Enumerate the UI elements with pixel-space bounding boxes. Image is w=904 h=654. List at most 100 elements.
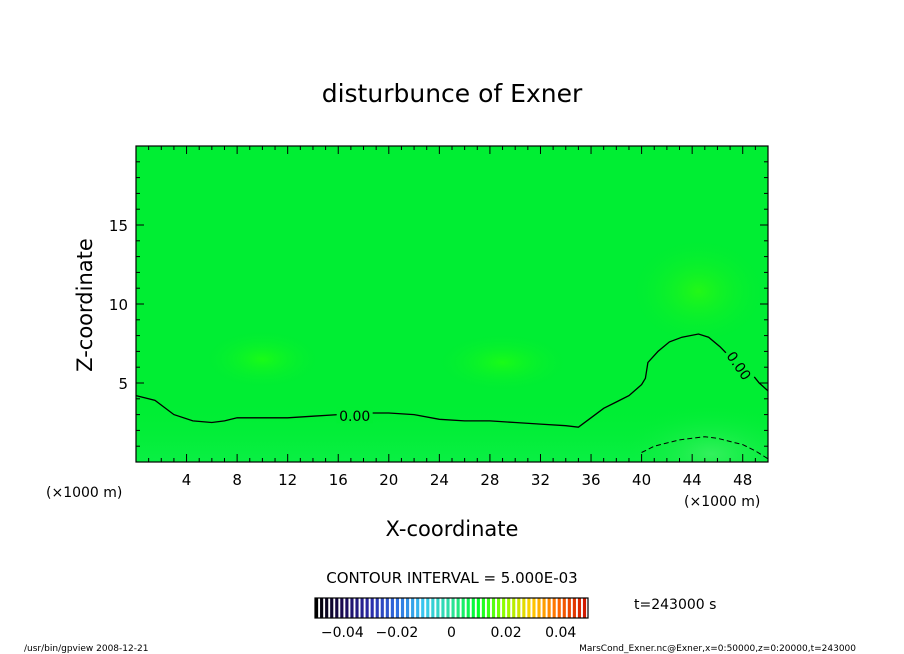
colorbar-cell [542,598,546,618]
shade-bottom-right [616,404,768,462]
x-tick-label: 24 [430,471,449,489]
colorbar-cell [340,598,344,618]
x-tick-label: 44 [683,471,702,489]
colorbar-cell [446,598,450,618]
colorbar-cell [400,598,405,618]
x-tick-label: 12 [278,471,297,489]
x-axis-label: X-coordinate [386,517,519,541]
colorbar-cell [416,598,420,618]
colorbar-cell [421,598,425,618]
colorbar-cell [355,598,359,618]
time-label: t=243000 s [634,597,716,613]
colorbar-cell [325,598,329,618]
colorbar-cell [380,598,384,618]
colorbar-cell [350,598,354,618]
x-tick-label: 40 [632,471,651,489]
colorbar-cell [395,598,400,618]
colorbar-cell [491,598,496,618]
y-tick-label: 5 [118,375,128,393]
colorbar-cell [557,598,561,618]
x-tick-label: 16 [329,471,348,489]
axis-ticks [135,145,769,463]
x-tick-labels: 4 8 12 16 20 24 28 32 36 40 44 48 [182,471,752,489]
colorbar-cell [582,598,587,618]
x-tick-label: 32 [531,471,550,489]
colorbar-cell [547,598,551,618]
colorbar-cell [315,598,319,618]
x-tick-label: 4 [182,471,192,489]
colorbar-cell [517,598,521,618]
colorbar-cell [451,598,455,618]
colorbar-tick-labels: −0.04 −0.02 0 0.02 0.04 [321,625,577,641]
shade-blob-right [628,236,768,347]
colorbar-cell [370,598,374,618]
x-tick-label: 20 [379,471,398,489]
colorbar-cell [527,598,531,618]
x-unit-label-left: (×1000 m) [46,485,122,501]
colorbar-tick-label: −0.02 [375,625,418,641]
contour-interval: CONTOUR INTERVAL = 5.000E-03 [326,569,577,587]
y-tick-labels: 5 10 15 [109,217,128,393]
colorbar-cell [552,598,556,618]
colorbar-cell [512,598,516,618]
contour-line-0 [136,333,729,428]
colorbar-cell [577,598,582,618]
contour-label-bg [722,345,757,385]
footer-right: MarsCond_Exner.nc@Exner,x=0:50000,z=0:20… [579,644,856,654]
x-tick-label: 8 [232,471,242,489]
y-tick-label: 15 [109,217,128,235]
colorbar-cell [335,598,339,618]
colorbar-cell [466,598,470,618]
colorbar-cell [345,598,349,618]
colorbar-cell [375,598,379,618]
plot-area: 0.000.00 [135,145,769,463]
colorbar-cell [481,598,485,618]
colorbar-cell [502,598,506,618]
colorbar-cell [431,598,435,618]
colorbar-cell [436,598,440,618]
colorbar-cell [486,598,491,618]
colorbar-tick-label: 0.02 [491,625,522,641]
chart-title: disturbunce of Exner [322,79,583,108]
colorbar-cell [456,598,460,618]
contour-label-bg [336,407,373,424]
colorbar-frame [314,597,589,619]
colorbar-cell [426,598,430,618]
shade-blob-middle [434,332,571,393]
colorbar-cell [390,598,394,618]
colorbar [314,597,589,619]
field-shading [136,236,768,462]
colorbar-cell [385,598,389,618]
colorbar-cell [471,598,475,618]
colorbar-cell [562,598,566,618]
colorbar-cell [522,598,526,618]
colorbar-cell [497,598,501,618]
colorbar-cell [441,598,445,618]
colorbar-cell [360,598,364,618]
x-unit-label-right: (×1000 m) [684,494,760,510]
colorbar-cell [365,598,369,618]
colorbar-cell [537,598,541,618]
colorbar-tick-label: 0.04 [545,625,576,641]
colorbar-cell [330,598,334,618]
y-tick-label: 10 [109,296,128,314]
colorbar-cell [532,598,536,618]
x-tick-label: 28 [480,471,499,489]
colorbar-cell [461,598,465,618]
y-axis-label: Z-coordinate [73,238,97,372]
shade-blob-left [202,329,323,390]
x-tick-label: 48 [733,471,752,489]
footer-left: /usr/bin/gpview 2008-12-21 [24,644,148,654]
contour-label-text: 0.00 [339,409,370,425]
colorbar-cell [567,598,571,618]
colorbar-cell [476,598,480,618]
colorbar-cell [507,598,511,618]
colorbar-tick-label: −0.04 [321,625,364,641]
colorbar-cell [320,598,324,618]
colorbar-cell [572,598,576,618]
colorbar-cell [411,598,415,618]
contour-label-0: 0.00 [336,407,373,425]
x-tick-label: 36 [581,471,600,489]
colorbar-cell [406,598,410,618]
